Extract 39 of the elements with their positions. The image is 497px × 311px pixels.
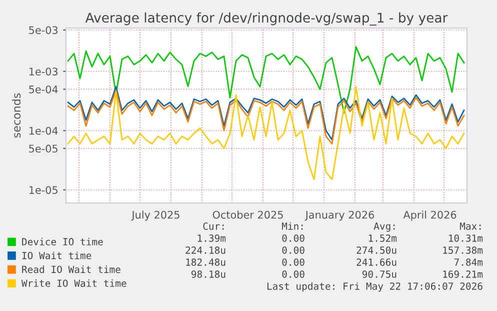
text: 224.18u	[186, 246, 226, 254]
text: 10.31m	[449, 234, 483, 242]
text: 0.00	[282, 270, 304, 278]
text: 157.38m	[443, 246, 483, 254]
legend-label: Device IO time	[22, 238, 103, 246]
y-tick-label: 1e-05	[29, 186, 58, 194]
text: 0.00	[282, 246, 304, 254]
text: 7.84m	[454, 258, 483, 266]
legend-label: IO Wait time	[22, 252, 92, 260]
text: 1.39m	[198, 234, 226, 242]
text: 182.48u	[186, 258, 226, 266]
x-tick-label: October 2025	[212, 210, 283, 219]
line-series	[67, 86, 465, 180]
x-tick-label: April 2026	[403, 210, 456, 221]
text: Cur:	[203, 222, 224, 230]
text: Last update: Fri May 22 17:06:07 2026	[267, 282, 482, 292]
y-tick-label: 5e-05	[29, 144, 58, 153]
y-tick-label: 1e-04	[29, 126, 58, 135]
text: 98.18u	[191, 270, 226, 278]
text: 241.66u	[356, 258, 396, 266]
text: 1.52m	[368, 234, 397, 242]
line-series	[67, 46, 465, 114]
y-axis-title: seconds	[12, 93, 21, 138]
text: 90.75u	[362, 270, 396, 278]
legend-label: Write IO Wait time	[21, 279, 126, 287]
text: 169.21m	[443, 270, 483, 278]
text: Max:	[460, 222, 481, 230]
text: 0.00	[282, 258, 304, 266]
text: 0.00	[282, 234, 304, 242]
y-tick-label: 1e-03	[29, 68, 58, 76]
text: Min:	[282, 222, 303, 230]
x-tick-label: January 2026	[304, 210, 374, 221]
chart-title: Average latency for /dev/ringnode-vg/swap_1 - by year	[85, 12, 448, 26]
y-tick-label: 5e-04	[29, 85, 58, 94]
legend-label: Read IO Wait time	[22, 266, 120, 274]
y-tick-label: 5e-03	[29, 26, 58, 34]
text: 274.50u	[356, 246, 396, 254]
x-tick-label: July 2025	[131, 210, 180, 221]
text: Avg:	[374, 222, 395, 232]
